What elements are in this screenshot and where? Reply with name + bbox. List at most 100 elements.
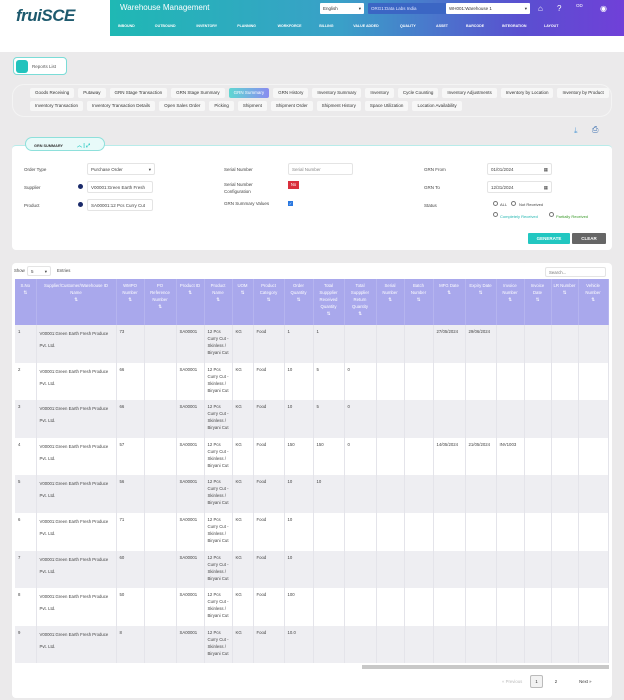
nav-barcode[interactable]: BARCODE bbox=[466, 24, 485, 28]
serial-config-toggle[interactable]: No bbox=[288, 181, 299, 189]
nav-inbound[interactable]: INBOUND bbox=[118, 24, 135, 28]
column-header[interactable]: MFG Date ⇅ bbox=[433, 279, 466, 325]
nav-quality[interactable]: QUALITY bbox=[400, 24, 416, 28]
column-header[interactable]: Serial Number ⇅ bbox=[376, 279, 405, 325]
tab-inventory-by-location[interactable]: Inventory by Location bbox=[500, 88, 554, 98]
sort-icon[interactable]: ⇅ bbox=[240, 290, 245, 295]
previous-button[interactable]: « Previous bbox=[502, 679, 523, 684]
tab-goods-receiving[interactable]: Goods Receiving bbox=[30, 88, 75, 98]
grn-from-input[interactable]: 01/01/2024 ▦ bbox=[487, 163, 552, 175]
search-input[interactable] bbox=[545, 267, 606, 277]
next-button[interactable]: Next » bbox=[579, 679, 592, 684]
sort-icon[interactable]: ⇅ bbox=[216, 297, 220, 302]
column-header[interactable]: Vehicle Number ⇅ bbox=[578, 279, 609, 325]
column-header[interactable]: WMPO Number ⇅ bbox=[116, 279, 145, 325]
nav-inventory[interactable]: INVENTORY bbox=[196, 24, 218, 28]
info-icon[interactable] bbox=[78, 184, 83, 189]
reports-list-button[interactable]: Reports List bbox=[13, 57, 67, 75]
column-header[interactable]: Total Suppplier Return Quantity ⇅ bbox=[344, 279, 377, 325]
column-header[interactable]: Batch Number ⇅ bbox=[404, 279, 434, 325]
column-header[interactable]: LR Number ⇅ bbox=[551, 279, 579, 325]
status-completely-radio[interactable] bbox=[493, 212, 498, 217]
column-header[interactable]: Total Suppplier Received Quantity ⇅ bbox=[313, 279, 345, 325]
column-header[interactable]: Order Quantity ⇅ bbox=[284, 279, 314, 325]
nav-asset[interactable]: ASSET bbox=[436, 24, 448, 28]
tab-inventory[interactable]: Inventory bbox=[365, 88, 394, 98]
tab-inventory-transaction-details[interactable]: Inventory Transaction Details bbox=[87, 101, 156, 111]
column-header[interactable]: Expiry Date ⇅ bbox=[465, 279, 497, 325]
column-header[interactable]: UOM ⇅ bbox=[232, 279, 254, 325]
tab-grn-stage-summary[interactable]: GRN Stage Summary bbox=[171, 88, 225, 98]
nav-outbound[interactable]: OUTBOUND bbox=[154, 24, 176, 28]
column-header[interactable]: Invoice Number ⇅ bbox=[496, 279, 525, 325]
supplier-input[interactable]: V00001:Green Earth Fresh bbox=[87, 181, 153, 193]
sort-icon[interactable]: ⇅ bbox=[447, 290, 451, 295]
column-header[interactable]: Product Name ⇅ bbox=[204, 279, 233, 325]
sort-icon[interactable]: ⇅ bbox=[74, 297, 78, 302]
tab-grn-stage-transaction[interactable]: GRN Stage Transaction bbox=[109, 88, 168, 98]
summary-values-checkbox[interactable]: ✓ bbox=[288, 201, 293, 206]
help-icon[interactable]: ? bbox=[557, 4, 562, 13]
entries-select[interactable]: 5 ▾ bbox=[27, 266, 51, 276]
org-field[interactable]: ORG1:Data Labs India bbox=[368, 3, 446, 14]
tab-shipment-history[interactable]: Shipment History bbox=[316, 101, 361, 111]
download-icon[interactable]: ⤓ bbox=[574, 126, 578, 135]
sort-icon[interactable]: ⇅ bbox=[158, 304, 162, 309]
sort-icon[interactable]: ⇅ bbox=[535, 297, 540, 302]
status-partially-radio[interactable] bbox=[549, 212, 554, 217]
column-header[interactable]: Invoice Date ⇅ bbox=[524, 279, 552, 325]
collapse-icon[interactable]: ︿ | ⤢ bbox=[76, 143, 91, 149]
status-not-received-radio[interactable] bbox=[511, 201, 516, 206]
column-header[interactable] bbox=[608, 279, 609, 325]
horizontal-scrollbar[interactable] bbox=[362, 665, 609, 669]
tab-open-sales-order[interactable]: Open Sales Order bbox=[159, 101, 206, 111]
nav-planning[interactable]: PLANNING bbox=[237, 24, 256, 28]
nav-workforce[interactable]: WORKFORCE bbox=[277, 24, 302, 28]
sort-icon[interactable]: ⇅ bbox=[266, 297, 271, 302]
page-button[interactable]: 1 bbox=[530, 675, 543, 688]
language-select[interactable]: English ▾ bbox=[320, 3, 364, 14]
generate-button[interactable]: GENERATE bbox=[528, 233, 570, 244]
tab-cycle-counting[interactable]: Cycle Counting bbox=[397, 88, 439, 98]
tab-inventory-adjustments[interactable]: Inventory Adjustments bbox=[442, 88, 497, 98]
sort-icon[interactable]: ⇅ bbox=[562, 290, 567, 295]
tab-location-availability[interactable]: Location Availability bbox=[412, 101, 462, 111]
sort-icon[interactable]: ⇅ bbox=[128, 297, 132, 302]
column-header[interactable]: PO Reference Number ⇅ bbox=[144, 279, 177, 325]
clear-button[interactable]: CLEAR bbox=[572, 233, 606, 244]
column-header[interactable]: Product Category ⇅ bbox=[253, 279, 285, 325]
sort-icon[interactable]: ⇅ bbox=[508, 297, 512, 302]
warehouse-select[interactable]: WH001:Warehouse 1 ▾ bbox=[446, 3, 530, 14]
nav-value-added[interactable]: VALUE ADDED bbox=[353, 24, 379, 28]
sort-icon[interactable]: ⇅ bbox=[296, 297, 301, 302]
column-header[interactable]: S.No ⇅ bbox=[15, 279, 37, 325]
sort-icon[interactable]: ⇅ bbox=[326, 311, 331, 316]
nav-layout[interactable]: LAYOUT bbox=[544, 24, 559, 28]
sort-icon[interactable]: ⇅ bbox=[591, 297, 595, 302]
tab-shipment-order[interactable]: Shipment Order bbox=[270, 101, 313, 111]
sort-icon[interactable]: ⇅ bbox=[416, 297, 421, 302]
nav-integration[interactable]: INTEGRATION bbox=[502, 24, 527, 28]
page-button[interactable]: 2 bbox=[554, 679, 558, 684]
grn-to-input[interactable]: 12/31/2024 ▦ bbox=[487, 181, 552, 193]
status-all-radio[interactable] bbox=[493, 201, 498, 206]
order-type-select[interactable]: Purchase Order ▾ bbox=[87, 163, 155, 175]
tab-space-utilization[interactable]: Space Utilization bbox=[364, 101, 409, 111]
print-icon[interactable]: ⎙ bbox=[592, 125, 599, 134]
tab-grn-history[interactable]: GRN History bbox=[273, 88, 309, 98]
info-icon[interactable] bbox=[78, 202, 83, 207]
user-initials[interactable]: OD bbox=[576, 3, 583, 8]
tab-inventory-by-product[interactable]: Inventory by Product bbox=[557, 88, 609, 98]
tab-grn-summary[interactable]: GRN Summary bbox=[228, 88, 270, 98]
sort-icon[interactable]: ⇅ bbox=[358, 311, 362, 316]
product-input[interactable]: SA00001:12 Pcs Curry Cut bbox=[87, 199, 153, 211]
tab-shipment[interactable]: Shipment bbox=[237, 101, 267, 111]
tab-putaway[interactable]: Putaway bbox=[78, 88, 106, 98]
serial-number-input[interactable]: Serial Number bbox=[288, 163, 353, 175]
tab-picking[interactable]: Picking bbox=[209, 101, 234, 111]
sort-icon[interactable]: ⇅ bbox=[23, 290, 28, 295]
sort-icon[interactable]: ⇅ bbox=[388, 297, 392, 302]
tab-inventory-summary[interactable]: Inventory Summary bbox=[312, 88, 362, 98]
home-icon[interactable]: ⌂ bbox=[538, 4, 543, 13]
column-header[interactable]: Product ID ⇅ bbox=[176, 279, 205, 325]
